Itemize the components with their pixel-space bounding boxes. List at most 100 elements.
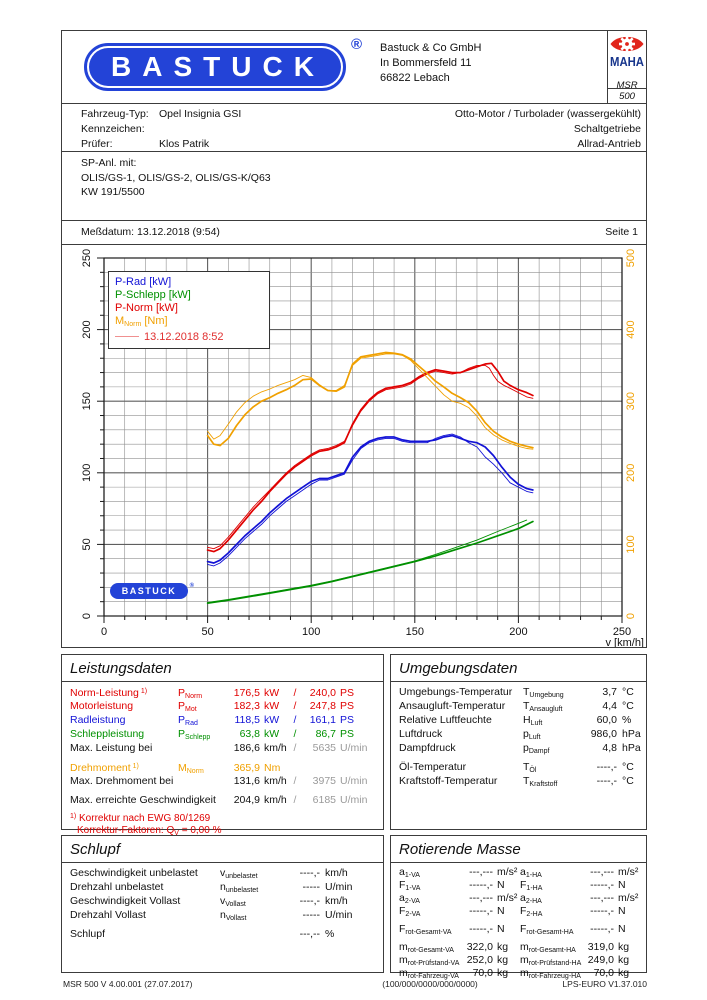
value-2: 6185 bbox=[312, 794, 336, 806]
company-street: In Bommersfeld 11 bbox=[380, 57, 472, 69]
symbol-cell: a1-HA bbox=[520, 866, 542, 879]
symbol-cell: mrot-Prüfstand-VA bbox=[399, 954, 460, 967]
left-tick-label: 150 bbox=[81, 392, 93, 410]
symbol-cell: TUmgebung bbox=[523, 686, 564, 699]
value: 4,8 bbox=[602, 742, 617, 754]
symbol-cell: TAnsaugluft bbox=[523, 700, 563, 713]
bastuck-logo: BASTUCK bbox=[84, 43, 346, 91]
legend-label: P-Schlepp [kW] bbox=[115, 289, 191, 301]
legend-label: MNorm [Nm] bbox=[115, 315, 168, 328]
value-ha: ---,--- bbox=[590, 892, 614, 904]
value-va: ---,--- bbox=[469, 892, 493, 904]
symbol-cell: PMot bbox=[178, 700, 197, 713]
unit: U/min bbox=[325, 909, 353, 921]
series-M-Norm (8:52) bbox=[207, 353, 534, 450]
unit-va: m/s² bbox=[497, 866, 518, 878]
value-va: 70,0 bbox=[472, 967, 493, 979]
left-tick-label: 250 bbox=[81, 249, 93, 267]
unit-1: Nm bbox=[264, 762, 281, 774]
unit-2: PS bbox=[340, 714, 355, 726]
series-P-Norm (8:52) bbox=[207, 364, 534, 550]
unit-1: kW bbox=[264, 700, 280, 712]
vehicle-info-right: Otto-Motor / Turbolader (wassergekühlt) … bbox=[455, 107, 641, 152]
symbol-cell: MNorm bbox=[178, 762, 204, 775]
series-P-Schlepp (8:52) bbox=[207, 519, 528, 603]
unit-ha: N bbox=[618, 923, 626, 935]
symbol-cell: TKraftstoff bbox=[523, 775, 558, 788]
symbol-cell: F1-VA bbox=[399, 879, 421, 892]
unit: hPa bbox=[622, 742, 641, 754]
unit-ha: m/s² bbox=[618, 892, 639, 904]
value: 60,0 bbox=[596, 714, 617, 726]
rotmasse-row: mrot-Gesamt-VA 322,0 kg mrot-Gesamt-HA 319,0… bbox=[399, 941, 638, 954]
test-setup-section: SP-Anl. mit: OLIS/GS-1, OLIS/GS-2, OLIS/… bbox=[61, 151, 647, 221]
series-P-Rad bbox=[206, 434, 534, 564]
umgebung-row: Öl-Temperatur TÖl ----,- °C bbox=[399, 760, 638, 774]
row-label: Motorleistung bbox=[70, 700, 134, 712]
legend-entry: P-Schlepp [kW] bbox=[115, 289, 263, 302]
value-ha: -----,- bbox=[590, 923, 614, 935]
schlupf-section: Schlupf Geschwindigkeit unbelastet vunbel… bbox=[61, 835, 384, 973]
rotmasse-row: mrot-Prüfstand-VA 252,0 kg mrot-Prüfstand-H… bbox=[399, 954, 638, 967]
leistungsdaten-section: Leistungsdaten Norm-Leistung 1) PNorm 176,… bbox=[61, 654, 384, 837]
series-P-Schlepp bbox=[206, 520, 534, 604]
legend-label: P-Norm [kW] bbox=[115, 302, 178, 314]
leistung-row: Radleistung PRad 118,5 kW / 161,1 PS bbox=[70, 713, 375, 727]
rotierende-masse-title: Rotierende Masse bbox=[391, 836, 646, 863]
value-1: 131,6 bbox=[233, 775, 260, 787]
license-plate-label: Kennzeichen: bbox=[81, 123, 145, 135]
x-tick-label: 150 bbox=[406, 626, 424, 638]
unit-ha: kg bbox=[618, 941, 630, 953]
unit: °C bbox=[622, 700, 634, 712]
tester-row: Prüfer: Klos Patrik bbox=[81, 137, 241, 152]
x-tick-label: 0 bbox=[101, 626, 107, 638]
series-P-Norm bbox=[206, 362, 534, 553]
legend-label: P-Rad [kW] bbox=[115, 276, 172, 288]
unit-ha: m/s² bbox=[618, 866, 639, 878]
symbol-cell: nVollast bbox=[220, 909, 247, 922]
value-2: 3975 bbox=[312, 775, 336, 787]
row-label: Relative Luftfeuchte bbox=[399, 714, 492, 726]
value-va: ---,--- bbox=[469, 866, 493, 878]
umgebung-row: Umgebungs-Temperatur TUmgebung 3,7 °C bbox=[399, 685, 638, 699]
dyno-chart-section: 0 50 100 150 200 250 0 50 100 150 200 250 0 100 200 300… bbox=[61, 244, 647, 649]
umgebungsdaten-title: Umgebungsdaten bbox=[391, 655, 646, 682]
row-label: Luftdruck bbox=[399, 728, 443, 740]
schlupf-row: Geschwindigkeit Vollast vVollast ----,- km/… bbox=[70, 894, 375, 908]
row-label: Drehzahl unbelastet bbox=[70, 881, 164, 893]
value: ---,-- bbox=[299, 928, 320, 940]
value: ----- bbox=[302, 909, 320, 921]
row-label: Norm-Leistung 1) bbox=[70, 687, 148, 699]
symbol-cell: Frot-Gesamt-HA bbox=[520, 923, 574, 936]
unit-va: kg bbox=[497, 954, 509, 966]
unit-va: kg bbox=[497, 941, 509, 953]
vehicle-type-row: Fahrzeug-Typ: Opel Insignia GSI bbox=[81, 107, 241, 122]
engine-type-label: Otto-Motor / Turbolader (wassergekühlt) bbox=[454, 108, 641, 120]
unit-ha: N bbox=[618, 879, 626, 891]
row-label: Geschwindigkeit unbelastet bbox=[70, 867, 198, 879]
x-tick-label: 100 bbox=[302, 626, 320, 638]
umgebung-row: Kraftstoff-Temperatur TKraftstoff ----,- °C bbox=[399, 774, 638, 788]
unit-2: U/min bbox=[340, 775, 368, 787]
symbol-cell: vVollast bbox=[220, 895, 246, 908]
report-footer: MSR 500 V 4.00.001 (27.07.2017) (100/000… bbox=[61, 979, 647, 992]
umgebungsdaten-section: Umgebungsdaten Umgebungs-Temperatur TUmge… bbox=[390, 654, 647, 830]
series-M-Norm bbox=[206, 351, 534, 449]
symbol-cell: F2-HA bbox=[520, 905, 543, 918]
unit-ha: kg bbox=[618, 967, 630, 979]
legend-line-swatch bbox=[115, 336, 139, 337]
maha-divider bbox=[608, 88, 646, 89]
tester-label: Prüfer: bbox=[81, 138, 113, 150]
value: 3,7 bbox=[602, 686, 617, 698]
footnote-ewg: 1) Korrektur nach EWG 80/1269 bbox=[70, 813, 211, 824]
leistung-row: Motorleistung PMot 182,3 kW / 247,8 PS bbox=[70, 699, 375, 713]
footnote-korrektur: Korrektur-Faktoren: QV = 0,00 % bbox=[77, 825, 222, 837]
maha-logo-icon: MAHA bbox=[610, 36, 645, 69]
rotmasse-row: F2-VA -----,- N F2-HA -----,- N bbox=[399, 905, 638, 918]
unit: °C bbox=[622, 775, 634, 787]
symbol-cell: PSchlepp bbox=[178, 728, 211, 741]
symbol-cell: mrot-Prüfstand-HA bbox=[520, 954, 582, 967]
symbol-cell: mrot-Fahrzeug-VA bbox=[399, 967, 459, 980]
left-tick-label: 100 bbox=[81, 464, 93, 482]
symbol-cell: a2-VA bbox=[399, 892, 420, 905]
